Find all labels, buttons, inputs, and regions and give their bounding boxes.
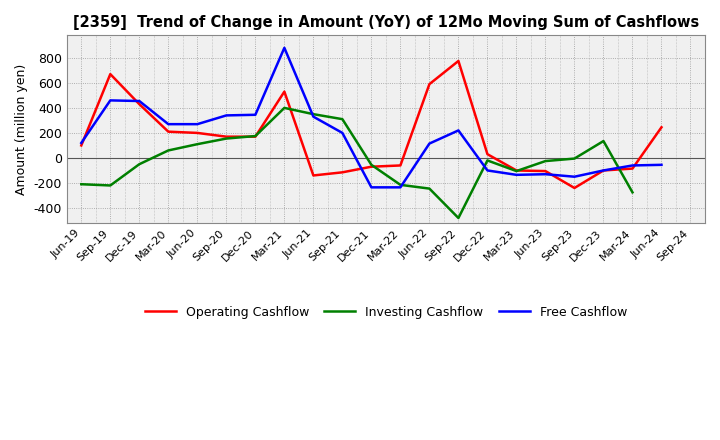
Free Cashflow: [106, 98, 114, 103]
Y-axis label: Amount (million yen): Amount (million yen): [15, 63, 28, 195]
Operating Cashflow: [309, 173, 318, 178]
Operating Cashflow: [657, 125, 666, 130]
Investing Cashflow: [280, 105, 289, 110]
Operating Cashflow: [251, 134, 260, 139]
Operating Cashflow: [512, 168, 521, 173]
Investing Cashflow: [628, 190, 636, 195]
Investing Cashflow: [309, 111, 318, 117]
Operating Cashflow: [193, 130, 202, 136]
Operating Cashflow: [367, 164, 376, 169]
Free Cashflow: [135, 99, 143, 104]
Free Cashflow: [396, 185, 405, 190]
Free Cashflow: [512, 172, 521, 177]
Free Cashflow: [222, 113, 230, 118]
Operating Cashflow: [425, 81, 433, 87]
Operating Cashflow: [77, 143, 86, 148]
Free Cashflow: [483, 168, 492, 173]
Operating Cashflow: [135, 102, 143, 107]
Operating Cashflow: [106, 71, 114, 77]
Operating Cashflow: [454, 59, 463, 64]
Legend: Operating Cashflow, Investing Cashflow, Free Cashflow: Operating Cashflow, Investing Cashflow, …: [140, 301, 632, 323]
Investing Cashflow: [541, 158, 550, 164]
Free Cashflow: [628, 163, 636, 168]
Operating Cashflow: [628, 166, 636, 171]
Free Cashflow: [338, 130, 347, 136]
Investing Cashflow: [599, 139, 608, 144]
Investing Cashflow: [77, 182, 86, 187]
Investing Cashflow: [396, 182, 405, 187]
Operating Cashflow: [570, 185, 579, 191]
Investing Cashflow: [222, 136, 230, 141]
Free Cashflow: [657, 162, 666, 168]
Operating Cashflow: [338, 170, 347, 175]
Operating Cashflow: [222, 134, 230, 139]
Investing Cashflow: [454, 215, 463, 220]
Free Cashflow: [599, 168, 608, 173]
Line: Free Cashflow: Free Cashflow: [81, 48, 662, 187]
Free Cashflow: [77, 140, 86, 146]
Operating Cashflow: [541, 169, 550, 174]
Free Cashflow: [570, 174, 579, 180]
Investing Cashflow: [570, 156, 579, 161]
Line: Operating Cashflow: Operating Cashflow: [81, 61, 662, 188]
Operating Cashflow: [483, 151, 492, 157]
Investing Cashflow: [425, 186, 433, 191]
Free Cashflow: [454, 128, 463, 133]
Free Cashflow: [164, 121, 173, 127]
Free Cashflow: [193, 121, 202, 127]
Operating Cashflow: [599, 168, 608, 173]
Operating Cashflow: [280, 89, 289, 94]
Investing Cashflow: [251, 133, 260, 139]
Investing Cashflow: [483, 158, 492, 163]
Free Cashflow: [367, 185, 376, 190]
Investing Cashflow: [338, 117, 347, 122]
Free Cashflow: [251, 112, 260, 117]
Free Cashflow: [309, 114, 318, 119]
Investing Cashflow: [135, 161, 143, 167]
Operating Cashflow: [396, 163, 405, 168]
Investing Cashflow: [512, 169, 521, 174]
Investing Cashflow: [367, 162, 376, 168]
Title: [2359]  Trend of Change in Amount (YoY) of 12Mo Moving Sum of Cashflows: [2359] Trend of Change in Amount (YoY) o…: [73, 15, 699, 30]
Line: Investing Cashflow: Investing Cashflow: [81, 108, 632, 218]
Investing Cashflow: [193, 142, 202, 147]
Investing Cashflow: [106, 183, 114, 188]
Free Cashflow: [280, 45, 289, 51]
Investing Cashflow: [164, 148, 173, 153]
Free Cashflow: [541, 172, 550, 177]
Free Cashflow: [425, 141, 433, 146]
Operating Cashflow: [164, 129, 173, 134]
